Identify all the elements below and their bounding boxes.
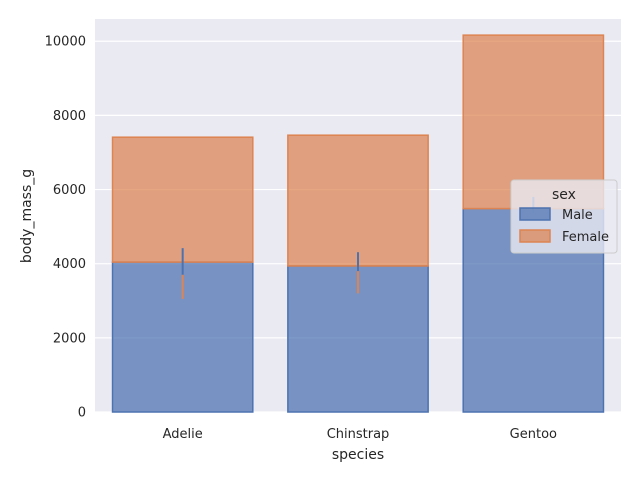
- y-axis-label: body_mass_g: [19, 169, 35, 263]
- y-tick-label: 2000: [53, 331, 86, 346]
- bar-female-adelie: [111, 136, 254, 263]
- legend-items: Male Female: [519, 207, 609, 245]
- y-tick-label: 10000: [45, 35, 86, 50]
- y-tick-label: 6000: [53, 183, 86, 198]
- x-tick-label: Adelie: [163, 427, 203, 442]
- y-tick-label: 0: [78, 406, 86, 421]
- x-axis-label: species: [332, 447, 384, 463]
- legend-label-male: Male: [562, 208, 593, 223]
- x-tick-label: Gentoo: [510, 427, 557, 442]
- legend-title: sex: [552, 187, 576, 203]
- y-tick-label: 4000: [53, 257, 86, 272]
- legend-label-female: Female: [562, 230, 609, 245]
- x-tick-label: Chinstrap: [327, 427, 390, 442]
- y-tick-label: 8000: [53, 109, 86, 124]
- legend-swatch-male: [519, 207, 551, 221]
- legend-swatch-female: [519, 229, 551, 243]
- x-tick-labels: Adelie Chinstrap Gentoo: [163, 427, 557, 442]
- legend: sex Male Female: [510, 179, 618, 254]
- y-tick-labels: 0 2000 4000 6000 8000 10000: [45, 35, 86, 421]
- bar-female-chinstrap: [287, 134, 429, 267]
